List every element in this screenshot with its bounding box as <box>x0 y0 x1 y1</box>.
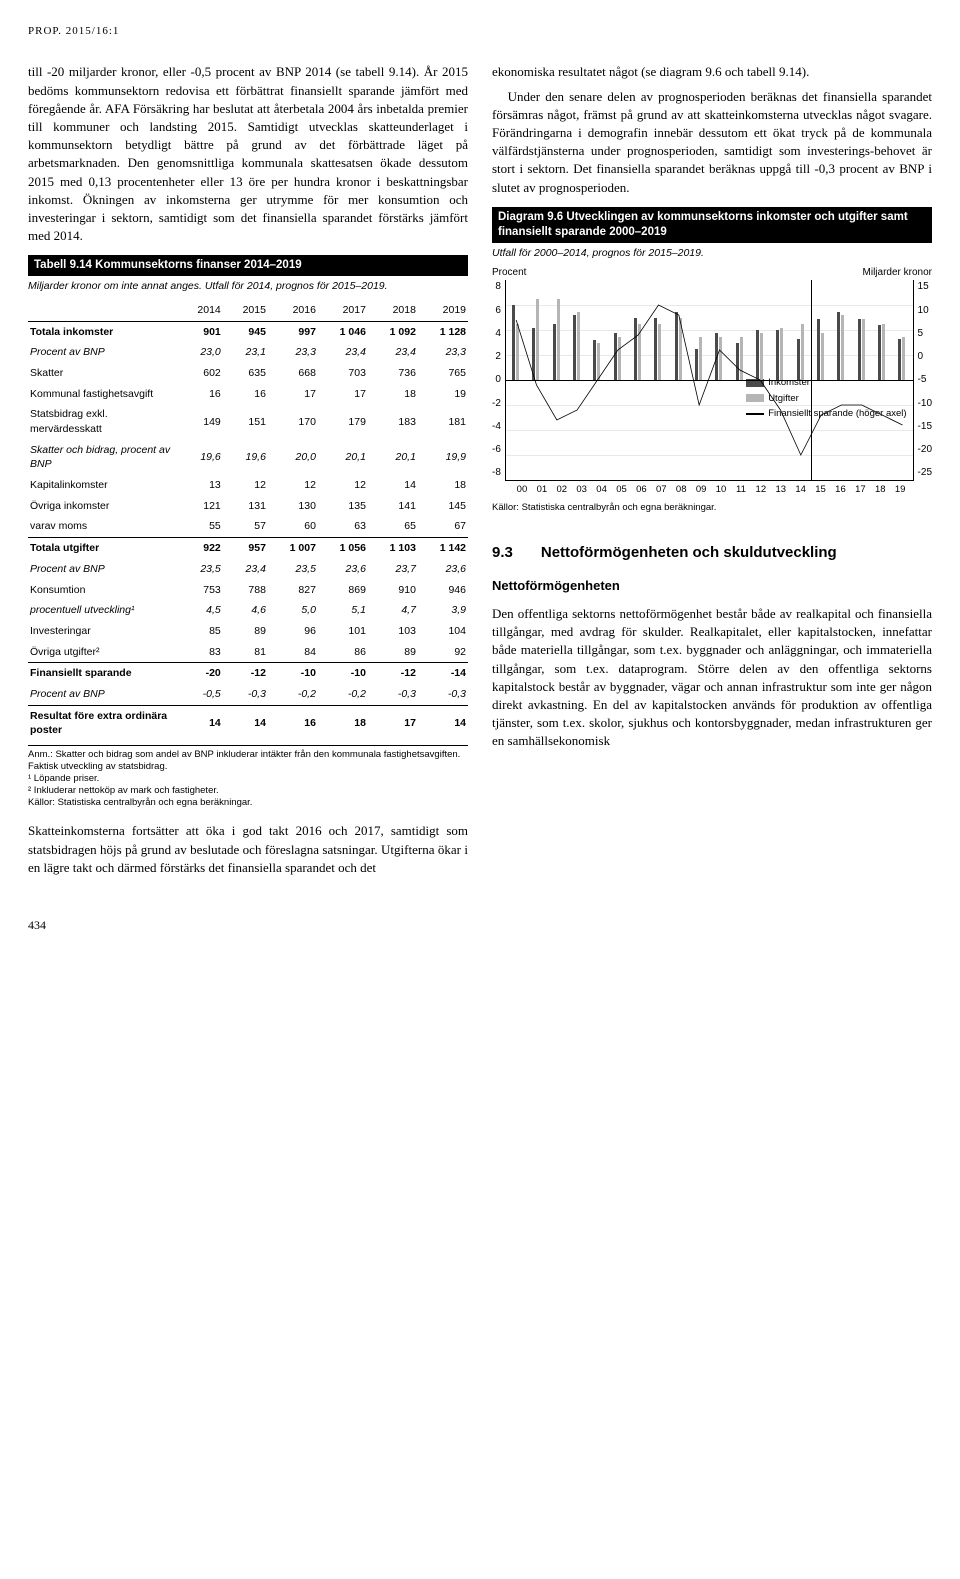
col-year: 2017 <box>318 300 368 321</box>
left-column: till -20 miljarder kronor, eller -0,5 pr… <box>28 63 468 933</box>
page-number: 434 <box>28 917 468 934</box>
col-year: 2018 <box>368 300 418 321</box>
table-row: Kapitalinkomster131212121418 <box>28 475 468 496</box>
table-row: Totala inkomster9019459971 0461 0921 128 <box>28 321 468 342</box>
table-row: procentuell utveckling¹4,54,65,05,14,73,… <box>28 600 468 621</box>
table-row: Procent av BNP-0,5-0,3-0,2-0,2-0,3-0,3 <box>28 684 468 705</box>
sub-heading: Nettoförmögenheten <box>492 577 932 595</box>
table-row: Skatter602635668703736765 <box>28 363 468 384</box>
right-column: ekonomiska resultatet något (se diagram … <box>492 63 932 933</box>
table-subtitle: Miljarder kronor om inte annat anges. Ut… <box>28 276 468 300</box>
table-header-row: 2014 2015 2016 2017 2018 2019 <box>28 300 468 321</box>
body-paragraph: Under den senare delen av prognosperiode… <box>492 88 932 197</box>
table-row: Procent av BNP23,523,423,523,623,723,6 <box>28 559 468 580</box>
body-paragraph: till -20 miljarder kronor, eller -0,5 pr… <box>28 63 468 245</box>
table-row: Övriga utgifter²838184868992 <box>28 642 468 663</box>
table-row: Övriga inkomster121131130135141145 <box>28 496 468 517</box>
diagram-subtitle: Utfall för 2000–2014, prognos för 2015–2… <box>492 243 932 267</box>
table-row: Totala utgifter9229571 0071 0561 1031 14… <box>28 538 468 559</box>
body-paragraph: Skatteinkomsterna fortsätter att öka i g… <box>28 822 468 877</box>
y-axis-right: 151050-5-10-15-20-25 <box>914 280 932 480</box>
table-row: Resultat före extra ordinära poster14141… <box>28 705 468 741</box>
col-year: 2016 <box>268 300 318 321</box>
y-axis-label-left: Procent <box>492 266 526 280</box>
table-row: Konsumtion753788827869910946 <box>28 580 468 601</box>
table-row: Procent av BNP23,023,123,323,423,423,3 <box>28 342 468 363</box>
table-row: Investeringar858996101103104 <box>28 621 468 642</box>
body-paragraph: Den offentliga sektorns nettoförmögenhet… <box>492 605 932 751</box>
chart-source: Källor: Statistiska centralbyrån och egn… <box>492 501 932 514</box>
y-axis-label-right: Miljarder kronor <box>863 266 932 280</box>
table-row: Statsbidrag exkl. mervärdesskatt14915117… <box>28 404 468 439</box>
table-title: Tabell 9.14 Kommunsektorns finanser 2014… <box>28 255 468 276</box>
chart: Procent Miljarder kronor 86420-2-4-6-8 I… <box>492 266 932 514</box>
finance-table: 2014 2015 2016 2017 2018 2019 Totala ink… <box>28 300 468 741</box>
table-row: varav moms555760636567 <box>28 516 468 537</box>
col-year: 2014 <box>178 300 223 321</box>
col-year: 2019 <box>418 300 468 321</box>
body-paragraph: ekonomiska resultatet något (se diagram … <box>492 63 932 81</box>
diagram-title: Diagram 9.6 Utvecklingen av kommunsektor… <box>492 207 932 243</box>
table-row: Kommunal fastighetsavgift161617171819 <box>28 384 468 405</box>
two-column-layout: till -20 miljarder kronor, eller -0,5 pr… <box>28 63 932 933</box>
section-title: Nettoförmögenheten och skuldutveckling <box>541 542 837 563</box>
section-number: 9.3 <box>492 542 513 563</box>
x-axis: 0001020304050607080910111213141516171819 <box>512 481 910 496</box>
y-axis-left: 86420-2-4-6-8 <box>492 280 505 480</box>
table-footnote: Anm.: Skatter och bidrag som andel av BN… <box>28 745 468 808</box>
section-heading: 9.3 Nettoförmögenheten och skuldutveckli… <box>492 542 932 563</box>
page-header: PROP. 2015/16:1 <box>28 24 932 39</box>
table-row: Skatter och bidrag, procent av BNP19,619… <box>28 440 468 475</box>
col-year: 2015 <box>223 300 268 321</box>
table-row: Finansiellt sparande-20-12-10-10-12-14 <box>28 663 468 684</box>
chart-plot-area: Inkomster Utgifter Finansiellt sparande … <box>505 280 914 481</box>
